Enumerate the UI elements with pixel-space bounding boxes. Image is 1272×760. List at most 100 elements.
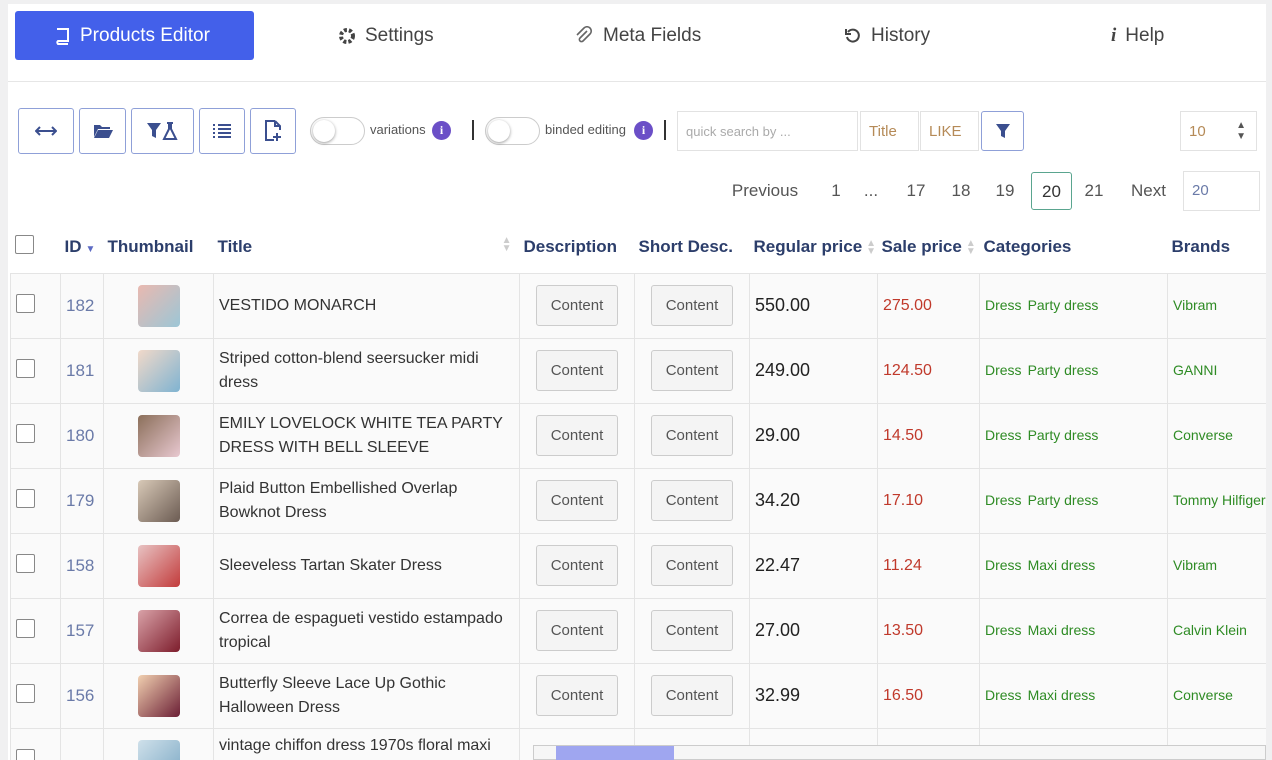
brand[interactable]: Vibram	[1173, 296, 1218, 313]
category-tag[interactable]: Party dress	[1027, 426, 1099, 443]
content-button[interactable]: Content	[535, 285, 619, 326]
product-title[interactable]: VESTIDO MONARCH	[219, 296, 377, 314]
checkbox[interactable]	[16, 293, 35, 313]
regular-price[interactable]: 22.47	[755, 555, 801, 575]
add-button[interactable]	[250, 108, 296, 154]
brand[interactable]: Converse	[1173, 686, 1233, 703]
category-tag[interactable]: Dress	[985, 426, 1022, 443]
category-tag[interactable]: Party dress	[1027, 296, 1099, 313]
thumbnail[interactable]	[137, 544, 180, 587]
page-link[interactable]: ...	[863, 181, 879, 200]
page-link[interactable]: 17	[906, 181, 926, 200]
checkbox[interactable]	[16, 553, 35, 573]
checkbox[interactable]	[14, 235, 34, 255]
tab[interactable]: Products Editor	[15, 11, 254, 60]
regular-price[interactable]: 34.20	[755, 490, 801, 510]
brand[interactable]: Tommy Hilfiger	[1173, 491, 1266, 508]
checkbox[interactable]	[16, 618, 35, 638]
filter-button[interactable]	[131, 108, 194, 154]
content-button[interactable]: Content	[650, 415, 734, 456]
thumbnail[interactable]	[137, 414, 180, 457]
column-header[interactable]: Thumbnail	[104, 222, 214, 273]
thumbnail[interactable]	[137, 479, 180, 522]
content-button[interactable]: Content	[535, 675, 619, 716]
category-tag[interactable]: Dress	[985, 556, 1022, 573]
info-icon[interactable]: i	[634, 121, 653, 140]
thumbnail[interactable]	[137, 349, 180, 392]
category-tag[interactable]: Dress	[985, 296, 1022, 313]
category-tag[interactable]: Dress	[985, 686, 1022, 703]
product-title[interactable]: vintage chiffon dress 1970s floral maxi	[219, 736, 491, 754]
content-button[interactable]: Content	[535, 610, 619, 651]
content-button[interactable]: Content	[650, 675, 734, 716]
search-filter-button[interactable]	[981, 111, 1024, 151]
regular-price[interactable]: 249.00	[755, 360, 811, 380]
page-link[interactable]: 1	[831, 181, 841, 200]
binded-toggle[interactable]	[485, 117, 540, 145]
sale-price[interactable]: 14.50	[883, 426, 924, 444]
tab[interactable]: Settings	[338, 11, 434, 60]
column-header[interactable]: Short Desc.	[635, 222, 750, 273]
checkbox[interactable]	[16, 748, 35, 760]
category-tag[interactable]: Maxi dress	[1027, 621, 1096, 638]
content-button[interactable]: Content	[650, 480, 734, 521]
sale-price[interactable]: 17.10	[883, 491, 924, 509]
goto-input[interactable]: 20	[1183, 171, 1260, 211]
scroll-thumb[interactable]	[556, 746, 674, 760]
brand[interactable]: Vibram	[1173, 556, 1218, 573]
checkbox[interactable]	[16, 488, 35, 508]
thumbnail[interactable]	[137, 674, 180, 717]
folder-button[interactable]	[79, 108, 126, 154]
regular-price[interactable]: 27.00	[755, 620, 801, 640]
product-title[interactable]: Butterfly Sleeve Lace Up Gothic Hallowee…	[219, 674, 446, 716]
search-operator[interactable]: LIKE	[920, 111, 979, 151]
tab[interactable]: i Help	[1111, 11, 1164, 60]
sale-price[interactable]: 13.50	[883, 621, 924, 639]
content-button[interactable]: Content	[535, 350, 619, 391]
checkbox[interactable]	[16, 358, 35, 378]
next-link[interactable]: Next	[1131, 181, 1166, 200]
column-header[interactable]: Categories	[980, 222, 1168, 273]
checkbox[interactable]	[16, 423, 35, 443]
content-button[interactable]: Content	[650, 545, 734, 586]
search-input[interactable]: quick search by ...	[677, 111, 858, 151]
sale-price[interactable]: 11.24	[883, 556, 922, 574]
sale-price[interactable]: 124.50	[883, 361, 932, 379]
brand[interactable]: Converse	[1173, 426, 1233, 443]
page-link[interactable]: 18	[951, 181, 971, 200]
brand[interactable]: GANNI	[1173, 361, 1218, 378]
page-link[interactable]: 21	[1084, 181, 1104, 200]
sale-price[interactable]: 275.00	[883, 296, 932, 314]
list-button[interactable]	[199, 108, 245, 154]
category-tag[interactable]: Party dress	[1027, 491, 1099, 508]
content-button[interactable]: Content	[650, 610, 734, 651]
thumbnail[interactable]	[137, 609, 180, 652]
category-tag[interactable]: Maxi dress	[1027, 686, 1096, 703]
product-title[interactable]: Sleeveless Tartan Skater Dress	[219, 556, 442, 574]
page-link[interactable]: 19	[995, 181, 1015, 200]
content-button[interactable]: Content	[650, 350, 734, 391]
tab[interactable]: Meta Fields	[574, 11, 701, 60]
regular-price[interactable]: 550.00	[755, 295, 811, 315]
content-button[interactable]: Content	[535, 480, 619, 521]
sale-price[interactable]: 16.50	[883, 686, 924, 704]
checkbox[interactable]	[16, 683, 35, 703]
content-button[interactable]: Content	[535, 415, 619, 456]
product-title[interactable]: Striped cotton-blend seersucker midi dre…	[219, 349, 479, 391]
h-scrollbar[interactable]	[533, 745, 1266, 760]
regular-price[interactable]: 29.00	[755, 425, 801, 445]
column-header[interactable]: Description	[520, 222, 635, 273]
product-title[interactable]: Plaid Button Embellished Overlap Bowknot…	[219, 479, 458, 521]
regular-price[interactable]: 32.99	[755, 685, 801, 705]
column-header[interactable]: ID ▼	[61, 222, 104, 273]
column-header[interactable]: Brands	[1168, 222, 1267, 273]
product-title[interactable]: Correa de espagueti vestido estampado tr…	[219, 609, 503, 651]
previous-link[interactable]: Previous	[731, 181, 799, 200]
category-tag[interactable]: Dress	[985, 491, 1022, 508]
per-page-select[interactable]: 10 ▲ ▼	[1180, 111, 1257, 151]
expand-button[interactable]	[18, 108, 74, 154]
column-header[interactable]: Title ▲ ▼	[214, 222, 520, 273]
category-tag[interactable]: Dress	[985, 361, 1022, 378]
info-icon[interactable]: i	[432, 121, 451, 140]
column-header[interactable]: Regular price ▲ ▼	[750, 222, 878, 273]
